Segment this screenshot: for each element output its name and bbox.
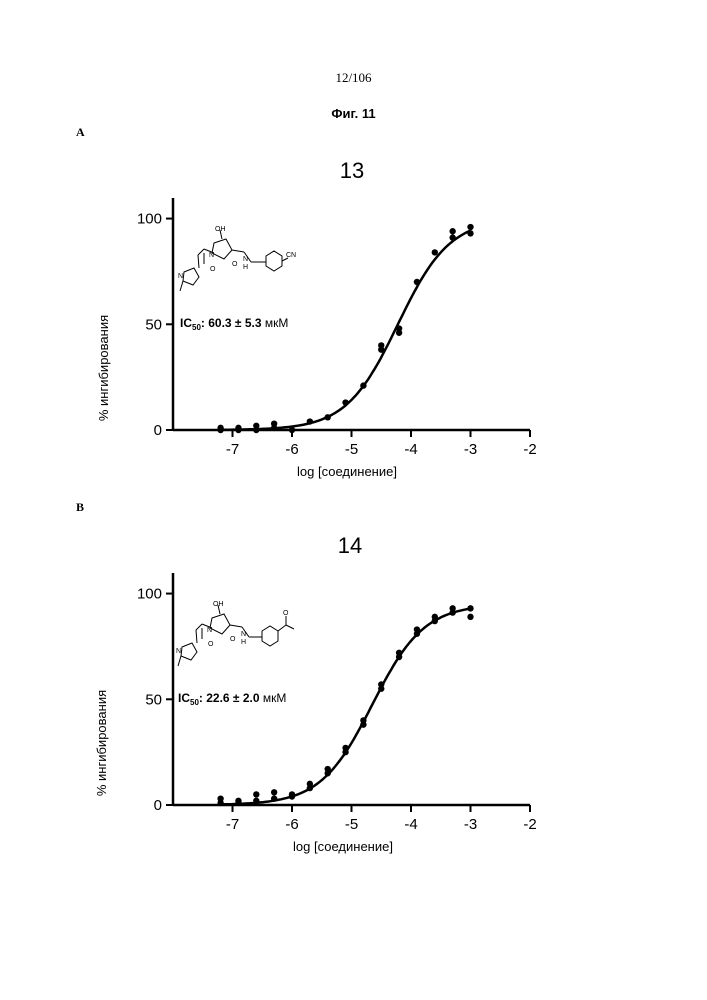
y-tick-label: 50	[145, 316, 162, 333]
structure-atom-n: N	[207, 627, 212, 634]
data-point	[413, 278, 421, 286]
y-tick-label: 0	[154, 422, 162, 439]
structure-atom-nh-n: N	[243, 256, 248, 263]
structure-atom-nh-h: H	[241, 639, 246, 646]
data-point	[467, 613, 474, 621]
ic50-label: IC	[178, 691, 190, 705]
x-tick-label: -3	[464, 816, 477, 833]
structure-atom-nh-h: H	[243, 264, 248, 271]
x-tick-label: -7	[226, 816, 239, 833]
chemical-structure	[177, 604, 295, 667]
chemical-structure	[179, 229, 289, 292]
panel-b-letter: B	[76, 500, 85, 514]
ic50-value: : 60.3 ± 5.3	[201, 316, 262, 330]
data-point	[378, 342, 385, 349]
x-tick-label: -2	[523, 816, 536, 833]
x-tick-label: -4	[404, 441, 417, 458]
ic50-label: IC	[180, 316, 192, 330]
structure-atom-n: N	[209, 252, 214, 259]
data-point	[253, 791, 260, 798]
ic50-annotation: IC50: 60.3 ± 5.3 мкМ	[180, 316, 288, 332]
data-point	[217, 424, 224, 432]
data-point	[449, 228, 456, 235]
chart-panel-a: 13 % ингибирования log [соединение] -7 -6…	[96, 158, 537, 479]
panel-a-letter: A	[76, 125, 85, 139]
data-point	[360, 382, 367, 389]
chart-title: 13	[340, 158, 364, 183]
ic50-unit: мкМ	[260, 691, 287, 705]
data-point	[306, 418, 314, 425]
ic50-subscript: 50	[192, 323, 201, 332]
structure-atom-oh: OH	[213, 601, 224, 608]
fit-curve	[220, 607, 471, 806]
x-tick-label: -6	[285, 816, 298, 833]
data-point	[342, 399, 349, 406]
data-point	[342, 744, 349, 752]
data-point	[413, 626, 421, 633]
page-number: 12/106	[335, 70, 372, 85]
x-tick-label: -5	[345, 816, 358, 833]
data-point	[306, 780, 314, 788]
chart-panel-b: 14 % ингибирования log [соединение] -7 -6…	[94, 533, 537, 854]
y-axis-label: % ингибирования	[96, 315, 111, 421]
data-point	[288, 791, 296, 798]
structure-substituent: O	[283, 610, 289, 617]
x-tick-label: -7	[226, 441, 239, 458]
structure-atom-o: O	[210, 266, 216, 273]
structure-atom-nh-n: N	[241, 631, 246, 638]
x-tick-label: -2	[523, 441, 536, 458]
x-tick-label: -4	[404, 816, 417, 833]
y-tick-label: 100	[137, 211, 162, 228]
data-point	[324, 414, 331, 421]
data-point	[395, 649, 403, 656]
y-tick-label: 50	[145, 691, 162, 708]
data-point	[270, 420, 278, 427]
data-points	[217, 223, 474, 434]
x-axis-label: log [соединение]	[293, 839, 393, 854]
data-points	[217, 605, 474, 807]
structure-atom-n-ring: N	[178, 273, 183, 280]
data-point	[378, 681, 385, 688]
x-tick-label: -5	[345, 441, 358, 458]
ic50-value: : 22.6 ± 2.0	[199, 691, 260, 705]
chart-title: 14	[338, 533, 362, 558]
ic50-unit: мкМ	[262, 316, 289, 330]
x-tick-label: -6	[285, 441, 298, 458]
data-point	[467, 605, 474, 612]
data-point	[217, 795, 224, 802]
structure-substituent: CN	[286, 252, 296, 259]
data-point	[235, 424, 242, 432]
structure-atom-oh: OH	[215, 226, 226, 233]
data-point	[395, 325, 403, 332]
data-point	[449, 605, 456, 612]
data-point	[253, 797, 260, 804]
ic50-annotation: IC50: 22.6 ± 2.0 мкМ	[178, 691, 286, 707]
structure-atom-o-amide: O	[230, 636, 236, 643]
data-point	[449, 234, 456, 241]
data-point	[431, 613, 438, 621]
y-tick-label: 100	[137, 586, 162, 603]
ic50-subscript: 50	[190, 698, 199, 707]
data-point	[467, 230, 474, 237]
data-point	[431, 249, 438, 256]
y-tick-label: 0	[154, 797, 162, 814]
data-point	[360, 717, 367, 724]
data-point	[467, 223, 474, 231]
data-point	[235, 797, 242, 804]
structure-atom-o: O	[208, 641, 214, 648]
structure-atom-o-amide: O	[232, 261, 238, 268]
figure-title: Фиг. 11	[331, 106, 376, 121]
y-axis-label: % ингибирования	[94, 690, 109, 796]
data-point	[288, 426, 296, 434]
fit-line	[220, 607, 471, 806]
x-axis-label: log [соединение]	[297, 464, 397, 479]
data-point	[270, 795, 278, 802]
data-point	[253, 422, 260, 429]
x-tick-label: -3	[464, 441, 477, 458]
structure-atom-n-ring: N	[176, 648, 181, 655]
data-point	[324, 765, 331, 773]
data-point	[270, 789, 278, 796]
